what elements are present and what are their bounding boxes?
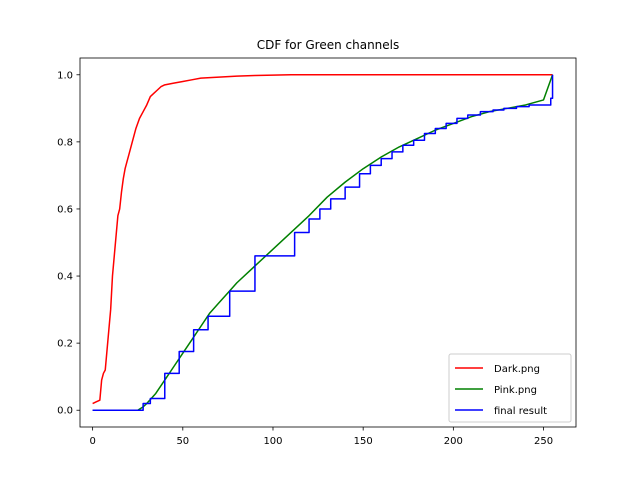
y-tick-label: 0.4 [57, 272, 73, 283]
x-tick-label: 150 [354, 436, 373, 447]
x-tick-label: 100 [263, 436, 282, 447]
x-axis: 0 50 100 150 200 250 [89, 427, 553, 447]
legend: Dark.png Pink.png final result [448, 353, 572, 423]
y-tick-label: 0.0 [57, 406, 73, 417]
legend-label: Pink.png [494, 385, 537, 396]
legend-label: final result [494, 406, 547, 417]
legend-label: Dark.png [494, 364, 540, 375]
x-tick-label: 200 [444, 436, 463, 447]
x-tick-label: 0 [89, 436, 95, 447]
y-axis: 0.0 0.2 0.4 0.6 0.8 1.0 [57, 70, 80, 417]
x-tick-label: 50 [176, 436, 189, 447]
axes-frame [79, 57, 577, 428]
y-tick-label: 0.2 [57, 339, 73, 350]
series-layer [92, 74, 554, 411]
x-tick-label: 250 [534, 436, 553, 447]
chart-title: CDF for Green channels [257, 38, 400, 52]
y-tick-label: 1.0 [57, 70, 73, 81]
series-line-dark-png [92, 74, 553, 405]
y-tick-label: 0.8 [57, 137, 73, 148]
y-tick-label: 0.6 [57, 204, 73, 215]
legend-box [448, 353, 572, 423]
series-line-final-result [92, 74, 554, 411]
